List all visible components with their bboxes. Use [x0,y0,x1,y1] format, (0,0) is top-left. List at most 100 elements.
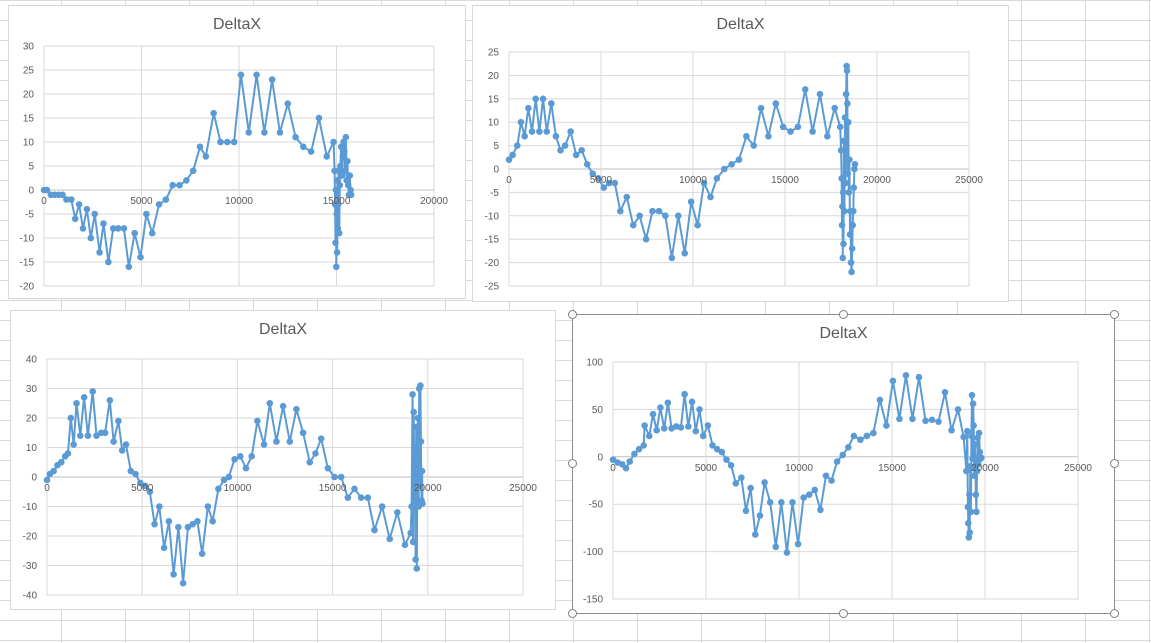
data-point [700,179,708,187]
data-point [668,254,676,262]
resize-handle-bottom-middle[interactable] [839,609,848,618]
x-tick-label: 10000 [225,196,253,207]
data-point [561,142,569,149]
x-tick-label: 25000 [1064,463,1092,474]
data-point [338,172,346,179]
x-tick-label: 5000 [695,463,718,474]
chart-4[interactable]: DeltaX -150 -100 -50 0 50 100 0 5000 10000 15000 2… [572,314,1115,614]
x-tick-label: 15000 [323,196,351,207]
data-point [765,132,772,140]
data-point [883,422,890,429]
data-point [418,467,426,475]
data-point [266,399,274,407]
data-point [836,123,844,131]
y-tick-label: 15 [23,114,35,125]
data-point [972,456,979,463]
data-point [64,450,72,457]
data-point [292,133,299,141]
data-point [416,482,424,490]
data-point [141,482,149,490]
data-point [118,447,126,454]
x-tick-label: 10000 [785,463,813,474]
data-point [413,565,421,572]
data-point [557,146,564,154]
chart-3[interactable]: DeltaX -40 -30 -20 -10 0 10 20 30 40 0 5000 10000 15… [10,310,556,610]
data-point [750,142,758,149]
resize-handle-top-right[interactable] [1110,310,1119,319]
data-point [578,146,585,154]
data-point [194,517,201,525]
data-point [337,162,344,170]
data-point [89,388,96,395]
data-point [333,263,340,271]
y-tick-label: 50 [592,405,604,416]
data-point [532,95,539,103]
data-point [75,201,83,208]
data-point [696,406,703,413]
data-point [179,579,187,587]
data-point [816,90,824,98]
y-tick-label: 30 [23,42,35,53]
resize-handle-bottom-right[interactable] [1110,609,1119,618]
data-point [692,427,700,435]
data-point [209,517,216,525]
data-point [572,151,580,159]
data-point [967,462,974,470]
data-point [655,207,663,215]
data-point [756,512,764,519]
data-point [975,429,983,437]
data-point [649,207,656,215]
data-point [964,503,972,511]
data-point [747,484,754,492]
resize-handle-top-middle[interactable] [839,310,848,319]
data-point [57,458,65,466]
y-tick-label: -10 [485,211,500,222]
data-point [539,95,547,103]
data-point [966,529,974,536]
data-point [699,432,707,440]
data-point [70,441,77,448]
x-tick-label: 15000 [319,483,347,494]
chart-1[interactable]: DeltaX -20 -15 -10 -5 0 5 10 15 20 25 30 0 5000 10000… [8,5,466,299]
data-point [664,399,672,407]
data-point [635,445,643,453]
data-point [300,143,307,151]
data-point [846,156,853,163]
data-point [909,415,916,423]
y-tick-label: 40 [26,355,38,366]
resize-handle-top-left[interactable] [568,310,577,319]
data-point [969,400,977,408]
data-point [513,142,521,149]
resize-handle-middle-right[interactable] [1110,459,1119,468]
data-point [594,175,602,182]
data-point [122,441,130,448]
data-point [100,220,107,227]
data-point [976,448,984,456]
data-point [175,523,182,531]
data-point [409,538,417,546]
data-point [333,210,340,218]
data-point [184,523,192,531]
data-point [605,179,613,187]
data-point [964,427,971,435]
data-point [623,193,631,201]
resize-handle-middle-left[interactable] [568,459,577,468]
data-point [751,531,759,538]
data-point [704,422,712,429]
data-point [536,128,543,135]
resize-handle-bottom-left[interactable] [568,609,577,618]
data-point [707,193,714,201]
data-point [842,90,850,98]
data-point [845,189,853,196]
x-tick-label: 0 [44,483,50,494]
data-point [273,438,280,445]
data-point [622,464,630,472]
data-point [143,210,150,218]
data-point [805,491,813,499]
data-point [839,254,847,262]
chart-2[interactable]: DeltaX -25 -20 -15 -10 -5 0 5 10 15 20 25 0 5000 1000… [472,5,1009,302]
data-point [253,71,260,79]
plot-area: -40 -30 -20 -10 0 10 20 30 40 0 5000 10000 15000 2000… [23,355,538,602]
data-point [336,181,344,189]
data-point [417,382,424,389]
